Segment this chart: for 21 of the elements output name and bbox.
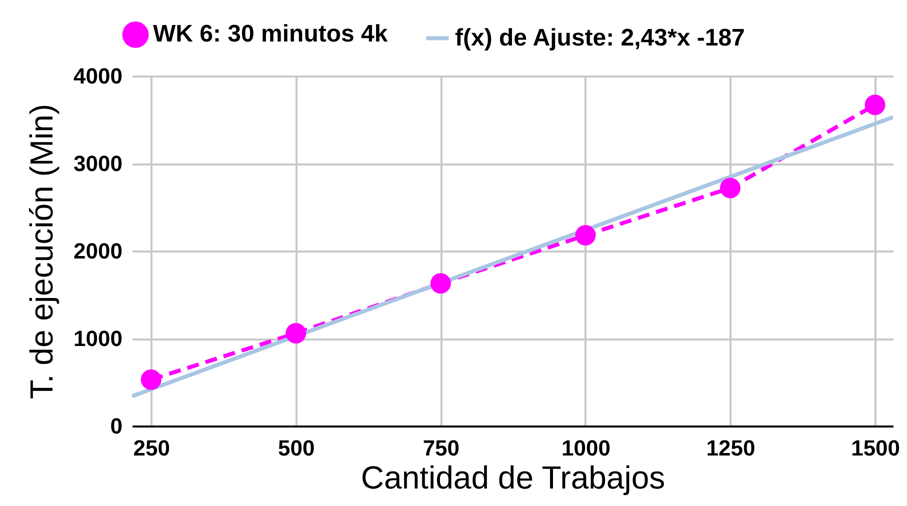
x-tick-label: 250	[133, 436, 170, 460]
point	[286, 323, 306, 344]
x-tick-label: 1000	[561, 436, 610, 460]
point	[720, 178, 741, 198]
x-tick-label: 500	[278, 436, 315, 460]
x-tick-label: 1500	[851, 436, 900, 460]
point	[575, 225, 596, 246]
point	[430, 273, 451, 294]
x-axis-title: Cantidad de Trabajos	[360, 460, 666, 496]
point	[864, 94, 886, 116]
y-tick-label: 1000	[74, 326, 122, 351]
y-tick-label: 2000	[74, 238, 122, 264]
x-tick-label: 1250	[706, 436, 756, 460]
legend-label: f(x) de Ajuste: 2,43*x -187	[455, 24, 745, 52]
legend-label: WK 6: 30 minutos 4k	[153, 20, 388, 48]
y-axis-title: T. de ejecución (Min)	[24, 104, 60, 400]
x-tick-label: 750	[422, 436, 460, 460]
y-tick-label: 3000	[74, 151, 122, 176]
y-tick-label: 0	[110, 414, 122, 438]
y-tick-label: 4000	[74, 64, 122, 88]
point	[140, 369, 162, 390]
